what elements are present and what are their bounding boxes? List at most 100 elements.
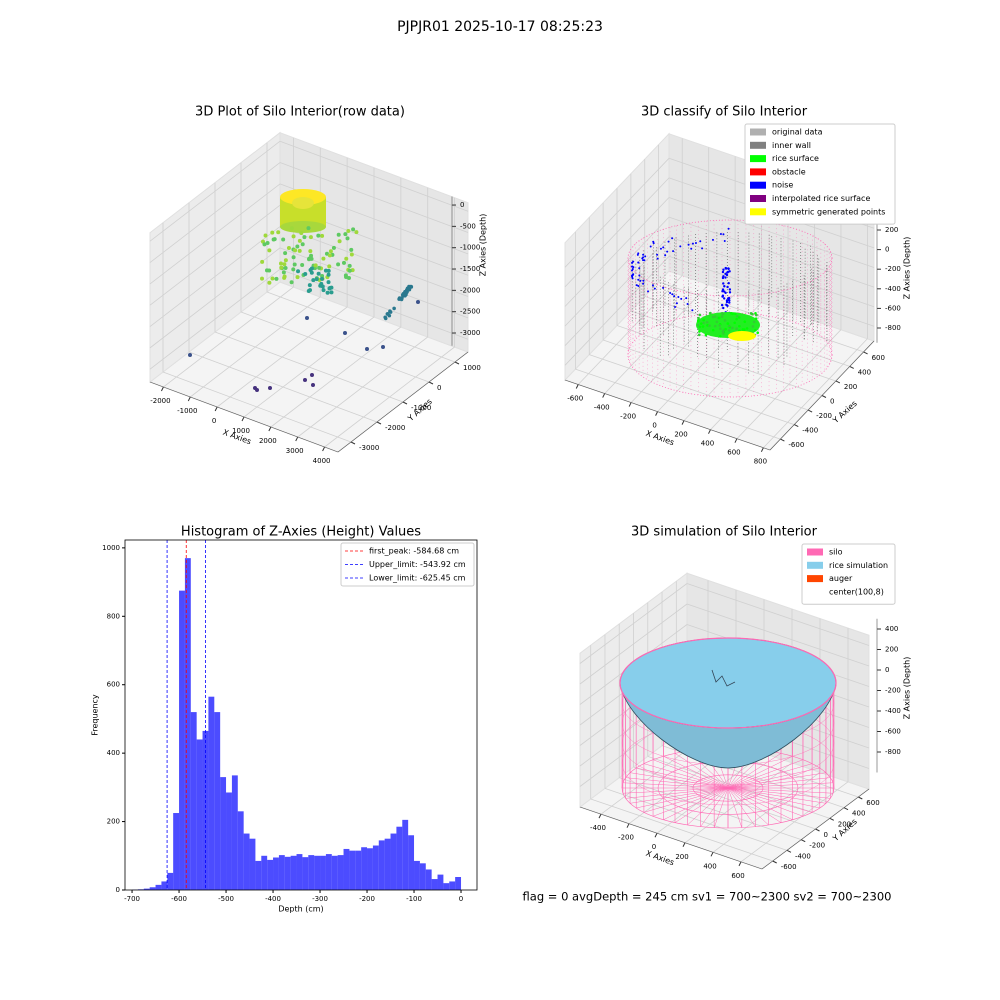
histogram-bar (143, 888, 150, 890)
z-grid-line (564, 256, 670, 366)
histogram-bar (314, 855, 321, 890)
noise-point (711, 238, 714, 241)
point (300, 263, 305, 268)
rice-point (711, 328, 715, 332)
noise-point (653, 287, 656, 290)
z-grid-line (149, 162, 281, 263)
point (327, 264, 332, 269)
x-axis-line (149, 381, 339, 453)
point (303, 378, 307, 382)
histogram-bar (349, 850, 356, 890)
rice-point (713, 315, 717, 318)
point (282, 274, 287, 279)
legend-label: first_peak: -584.68 cm (369, 547, 459, 556)
rice-point (702, 321, 705, 325)
y-tick (815, 828, 820, 832)
x-tick (602, 393, 606, 398)
histogram-bar (419, 863, 426, 890)
point (260, 259, 265, 264)
histogram-bar (290, 855, 297, 890)
y-axis-line (337, 351, 469, 453)
x-tick (160, 386, 164, 392)
noise-point (649, 245, 652, 248)
histogram-bar (443, 883, 450, 890)
y-tick-label: -400 (802, 427, 818, 435)
x-tick (241, 416, 245, 422)
silo-wire (727, 777, 831, 789)
histogram-bar (396, 826, 403, 890)
histogram-bar (343, 848, 350, 890)
z-tick-label: -2000 (460, 286, 480, 294)
histogram-bar (449, 881, 456, 890)
noise-point (673, 295, 676, 298)
noise-point (680, 297, 683, 300)
silo-wire (727, 787, 834, 794)
noise-point (726, 285, 729, 289)
histogram-bar (296, 854, 303, 890)
y-tick (829, 817, 834, 821)
chart-title: Histogram of Z-Axies (Height) Values (181, 525, 421, 540)
silo-wire (713, 787, 729, 828)
noise-point (675, 302, 678, 305)
silo-wire (727, 756, 793, 789)
y-tick-label: 400 (858, 368, 871, 376)
noise-point (662, 286, 665, 289)
noise-point (726, 271, 729, 274)
noise-point (694, 241, 697, 244)
noise-point (677, 296, 680, 299)
legend-box (340, 542, 475, 587)
z-grid-line (149, 247, 281, 349)
y-tick (843, 807, 849, 811)
point (392, 306, 396, 311)
y-grid-line (589, 354, 795, 425)
z-tick-label: -2500 (460, 308, 480, 316)
x-tick-label: -1000 (177, 407, 197, 415)
noise-point (679, 245, 682, 248)
y-tick (454, 361, 460, 365)
noise-point (632, 260, 635, 263)
point (354, 230, 359, 235)
point (349, 247, 354, 252)
y-axis-line (761, 788, 870, 870)
z-tick-label: 0 (885, 666, 889, 674)
z-tick-label: -800 (885, 324, 901, 332)
histogram-bar (455, 876, 462, 890)
noise-point (724, 291, 727, 295)
point (316, 233, 321, 238)
histogram-bar (273, 857, 279, 890)
point (278, 261, 283, 266)
legend-label: symmetric generated points (772, 207, 885, 216)
point (263, 233, 268, 238)
noise-point (727, 267, 730, 271)
legend-swatch (807, 561, 823, 569)
point (316, 271, 321, 276)
histogram-bar (378, 840, 385, 890)
y-tick-label: 400 (852, 810, 865, 818)
silo-rim (619, 637, 837, 729)
noise-point (721, 270, 725, 274)
noise-point (686, 302, 689, 305)
silo-wire (727, 753, 782, 789)
y-tick (794, 424, 799, 428)
point (326, 280, 331, 285)
histogram-bar (173, 813, 180, 890)
silo-wire (727, 787, 831, 799)
rice-point (696, 319, 700, 323)
rice-point (731, 326, 734, 330)
x-tick-label: -200 (618, 834, 634, 842)
noise-point (723, 240, 726, 243)
x-tick-label: -700 (124, 895, 140, 903)
z-grid-line (149, 204, 281, 306)
y-tick (376, 421, 382, 425)
y-tick-label: 400 (107, 749, 120, 757)
point (331, 245, 336, 250)
point (267, 280, 272, 285)
legend-label: interpolated rice surface (772, 194, 870, 203)
rice-point (696, 324, 700, 327)
legend-swatch (750, 181, 766, 189)
rice-point (701, 325, 705, 328)
point (347, 268, 352, 273)
point (281, 237, 286, 242)
x-tick (295, 436, 299, 442)
noise-point (642, 279, 645, 282)
